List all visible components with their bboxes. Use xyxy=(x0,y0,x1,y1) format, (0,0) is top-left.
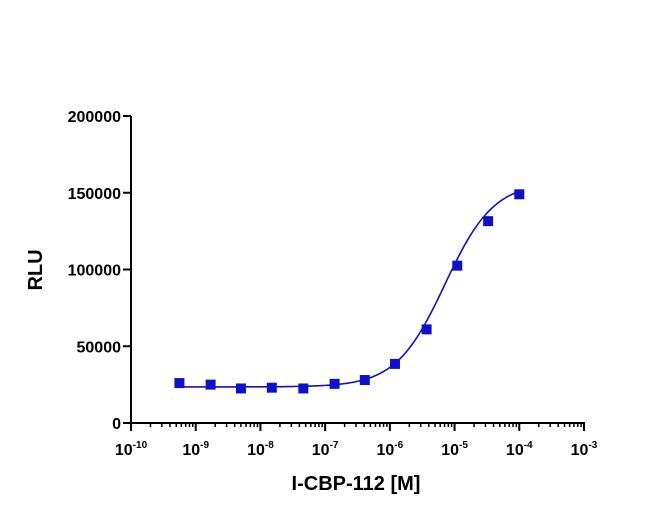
x-tick-label: 10-9 xyxy=(182,440,209,459)
axes: 0 50000 100000 150000 200000 10-10 10-9 10-8 10-… xyxy=(68,109,598,459)
data-point xyxy=(452,260,463,271)
x-tick-label: 10-6 xyxy=(377,440,404,459)
y-tick-label: 50000 xyxy=(77,339,122,356)
data-point xyxy=(266,382,277,393)
x-tick-label: 10-8 xyxy=(247,440,274,459)
data-point xyxy=(174,378,185,389)
data-point xyxy=(514,189,525,200)
x-tick-label: 10-7 xyxy=(312,440,339,459)
data-point xyxy=(205,379,216,390)
data-point xyxy=(329,378,340,389)
data-point xyxy=(359,375,370,386)
data-point xyxy=(421,324,432,335)
y-tick-label: 200000 xyxy=(68,109,121,126)
data-point xyxy=(483,216,494,227)
data-point xyxy=(389,358,400,369)
fit-curve-layer xyxy=(179,190,520,388)
data-point xyxy=(235,383,246,394)
y-tick-label: 0 xyxy=(112,416,121,433)
data-points-layer xyxy=(174,189,525,394)
x-tick-label: 10-4 xyxy=(506,440,533,459)
x-axis-label: I-CBP-112 [M] xyxy=(292,473,421,495)
data-point xyxy=(298,383,309,394)
y-tick-label: 150000 xyxy=(68,186,121,203)
y-axis-label: RLU xyxy=(25,249,47,290)
x-tick-label: 10-10 xyxy=(115,440,148,459)
x-tick-label: 10-3 xyxy=(571,440,598,459)
x-tick-label: 10-5 xyxy=(441,440,468,459)
fit-curve xyxy=(179,190,520,388)
y-tick-label: 100000 xyxy=(68,263,121,280)
